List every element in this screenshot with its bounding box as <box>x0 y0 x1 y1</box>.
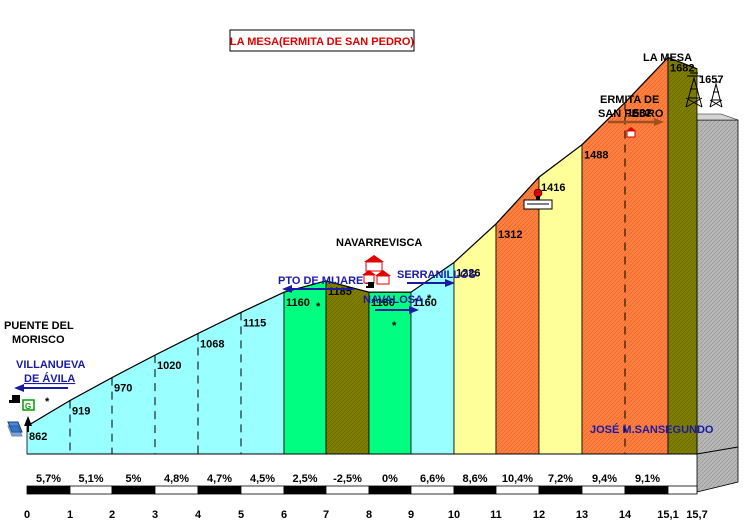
side-wall <box>696 119 739 493</box>
altitude-label: 1226 <box>456 268 480 280</box>
chapel-icon <box>626 127 636 138</box>
altitude-label: 1068 <box>200 339 224 351</box>
svg-text:G: G <box>25 402 31 411</box>
x-tick-label: 12 <box>533 509 545 521</box>
altitude-label: 1657 <box>699 74 723 86</box>
grade-label: 4,7% <box>207 473 232 485</box>
altitude-label: 1160 <box>371 297 395 309</box>
grade-label: 5% <box>126 473 142 485</box>
grade-label: 9,1% <box>635 473 660 485</box>
x-tick-label: 13 <box>576 509 588 521</box>
base-strip-cell <box>69 485 113 495</box>
place-pto-mijares: PTO DE MIJARES <box>278 275 371 287</box>
x-tick-label: 9 <box>408 509 414 521</box>
grade-label: 6,6% <box>420 473 445 485</box>
place-ermita: ERMITA DE <box>600 94 659 106</box>
altitude-label: 1185 <box>328 286 352 298</box>
base-strip-cell <box>197 485 242 495</box>
grade-label: 4,5% <box>250 473 275 485</box>
profile-line <box>26 56 698 427</box>
grade-label: 2,5% <box>292 473 317 485</box>
grade-label: 0% <box>382 473 398 485</box>
village-icon <box>362 255 391 288</box>
grade-label: 8,6% <box>462 473 487 485</box>
base-strip-cell <box>283 485 327 495</box>
altitude-label: 1160 <box>413 297 437 309</box>
altitude-label: 1682 <box>670 63 694 75</box>
x-tick-label: 10 <box>448 509 460 521</box>
segment-band-9 <box>667 56 698 455</box>
svg-text:*: * <box>427 293 432 305</box>
base-strip-cell <box>26 485 71 495</box>
author-credit: JOSÉ M.SANSEGUNDO <box>590 423 714 436</box>
x-tick-label: 15,7 <box>686 509 707 521</box>
altitude-label: 970 <box>114 383 132 395</box>
grade-label: -2,5% <box>333 473 362 485</box>
base-strip-cell <box>495 485 540 495</box>
altitude-label: 1312 <box>498 229 522 241</box>
x-tick-label: 2 <box>109 509 115 521</box>
altitude-label: 1488 <box>584 150 608 162</box>
altitude-label: 1416 <box>541 182 565 194</box>
grade-label: 5,1% <box>78 473 103 485</box>
x-tick-label: 0 <box>24 509 30 521</box>
svg-text:*: * <box>392 320 397 332</box>
segment-band-4 <box>410 261 455 455</box>
x-tick-label: 7 <box>323 509 329 521</box>
grade-label: 7,2% <box>548 473 573 485</box>
grade-label: 5,7% <box>36 473 61 485</box>
x-tick-label: 6 <box>281 509 287 521</box>
base-strip-cell <box>368 485 412 495</box>
x-tick-label: 1 <box>67 509 73 521</box>
base-strip-cell <box>325 485 370 495</box>
altitude-label: 1160 <box>286 297 310 309</box>
x-tick-label: 14 <box>619 509 632 521</box>
place-puente-del-morisco: PUENTE DEL <box>4 320 74 332</box>
place-villanueva: VILLANUEVA <box>16 359 86 371</box>
base-strip-cell <box>538 485 583 495</box>
base-strip-cell <box>667 485 698 495</box>
antenna-icons <box>685 72 723 108</box>
x-tick-label: 15,1 <box>657 509 678 521</box>
segment-band-6 <box>495 176 540 455</box>
segment-band-5 <box>453 222 497 455</box>
place-navalosa: NAVALOSA <box>363 294 423 306</box>
x-tick-label: 3 <box>152 509 158 521</box>
altitude-label: 919 <box>72 406 90 418</box>
x-tick-label: 8 <box>366 509 372 521</box>
place-puente-del-morisco-2: MORISCO <box>12 334 65 346</box>
title-box: LA MESA(ERMITA DE SAN PEDRO) <box>229 29 415 52</box>
base-strip-cell <box>453 485 497 495</box>
base-strip-cell <box>581 485 626 495</box>
segment-band-2 <box>325 280 370 455</box>
base-strip-cell <box>240 485 285 495</box>
chart-title: LA MESA(ERMITA DE SAN PEDRO) <box>230 36 414 48</box>
altitude-label: 1115 <box>243 317 266 329</box>
left-icons: G <box>7 395 35 437</box>
segment-band-3 <box>368 291 412 455</box>
x-tick-label: 11 <box>490 509 502 521</box>
x-tick-label: 5 <box>238 509 244 521</box>
altitude-label: 1582 <box>627 107 651 119</box>
place-la-mesa: LA MESA <box>643 52 692 64</box>
svg-text:*: * <box>316 301 321 313</box>
base-strip-cell <box>624 485 669 495</box>
grade-label: 9,4% <box>592 473 617 485</box>
grade-label: 4,8% <box>164 473 189 485</box>
grade-label: 10,4% <box>502 473 533 485</box>
altitude-label: 1020 <box>157 360 181 372</box>
place-villanueva-2: DE ÁVILA <box>24 372 75 385</box>
mountain-sign-icon <box>523 188 553 210</box>
altitude-label: 862 <box>29 431 47 443</box>
base-strip-cell <box>111 485 156 495</box>
place-serranillos: SERRANILLOS <box>397 269 476 281</box>
base-strip-cell <box>410 485 455 495</box>
place-navarrevisca: NAVARREVISCA <box>336 237 422 249</box>
svg-text:*: * <box>45 396 50 408</box>
base-strip-cell <box>154 485 199 495</box>
place-ermita-2: SAN PEDRO <box>598 108 664 120</box>
x-tick-label: 4 <box>195 509 202 521</box>
